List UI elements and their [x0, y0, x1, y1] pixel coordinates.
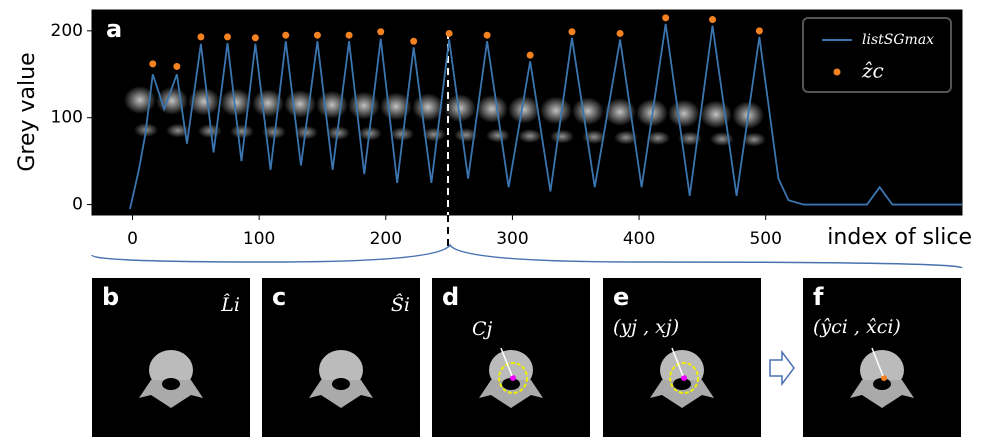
y-tick-label: 200	[51, 21, 83, 41]
point	[314, 32, 321, 39]
blob	[540, 96, 572, 124]
x-axis-label: index of slice	[827, 225, 972, 250]
blob	[710, 132, 734, 146]
blob	[550, 130, 574, 144]
legend-label: ẑc	[861, 59, 884, 83]
point	[149, 60, 156, 67]
panel: b L̂i	[92, 278, 250, 437]
point	[282, 32, 289, 39]
centre	[881, 375, 887, 381]
y-tick-label: 0	[72, 195, 83, 215]
point	[756, 27, 763, 34]
point	[173, 63, 180, 70]
blob	[348, 92, 380, 120]
arrow	[770, 352, 794, 384]
centre	[681, 375, 687, 381]
x-tick-label: 100	[243, 229, 275, 249]
figure: 0 100 200 300 400 500 0 100 200 index of slice Gre…	[0, 0, 982, 439]
x-tick-label: 500	[749, 229, 781, 249]
panel-label: a	[106, 15, 122, 43]
panel: d Cj	[432, 278, 590, 437]
panel-letter: e	[613, 283, 629, 311]
y-axis-label: Grey value	[15, 52, 40, 171]
x-tick-label: 300	[496, 229, 528, 249]
canal	[332, 378, 350, 390]
blob	[668, 100, 700, 128]
point	[709, 16, 716, 23]
point	[484, 32, 491, 39]
panel-annotation: Ŝi	[391, 293, 410, 316]
point	[252, 34, 259, 41]
blob	[230, 125, 254, 139]
panel-annotation: Cj	[472, 318, 493, 340]
y-tick-label: 100	[51, 108, 83, 128]
point	[662, 14, 669, 21]
point	[568, 28, 575, 35]
blob	[572, 97, 604, 125]
point	[377, 28, 384, 35]
x-tick-label: 0	[127, 229, 138, 249]
panel-letter: f	[813, 283, 824, 311]
x-tick-label: 200	[370, 229, 402, 249]
point	[446, 30, 453, 37]
blob	[518, 129, 542, 143]
point	[410, 38, 417, 45]
panel-letter: b	[102, 283, 119, 311]
blob	[476, 95, 508, 123]
point	[527, 52, 534, 59]
panel: f (ŷci , x̂ci)	[803, 278, 961, 437]
x-tick-label: 400	[623, 229, 655, 249]
panel: e (yj , xj)	[603, 278, 761, 437]
point	[224, 33, 231, 40]
point	[197, 33, 204, 40]
panel-annotation: L̂i	[220, 294, 240, 316]
blob	[316, 91, 348, 119]
legend-label: listSGmax	[862, 32, 934, 48]
panel-letter: d	[442, 283, 459, 311]
panel-letter: c	[272, 283, 286, 311]
panel-annotation: (yj , xj)	[613, 316, 679, 338]
centre	[510, 375, 516, 381]
point	[346, 32, 353, 39]
canal	[162, 378, 180, 390]
point	[617, 30, 624, 37]
legend-swatch	[834, 69, 841, 76]
blob	[486, 129, 510, 143]
panel: c Ŝi	[262, 278, 420, 437]
panel-annotation: (ŷci , x̂ci)	[813, 316, 901, 338]
